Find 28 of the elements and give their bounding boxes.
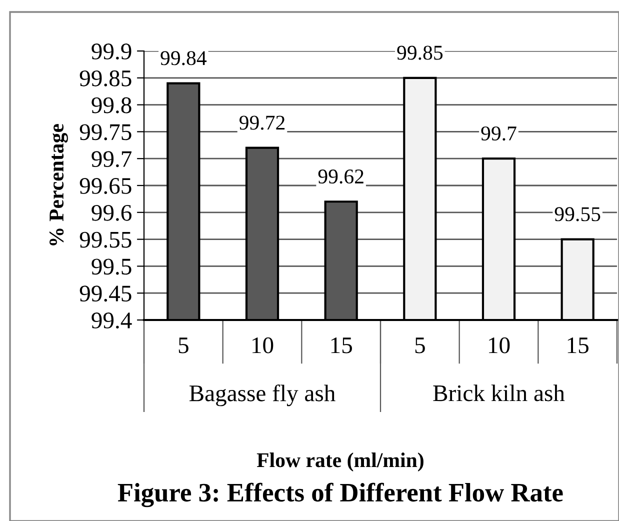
text: Brick kiln ash xyxy=(433,384,565,402)
y-tick-label: 99.65 xyxy=(80,178,132,194)
text: Flow rate (ml/min) xyxy=(256,452,424,472)
data-label: 99.55 xyxy=(554,207,600,222)
data-label: 99.62 xyxy=(318,170,364,184)
data-label: 99.84 xyxy=(160,51,207,66)
x-tick-label: 5 xyxy=(415,338,425,354)
x-tick-label: 15 xyxy=(568,337,588,354)
y-tick-label: 99.75 xyxy=(80,124,132,140)
x-tick-label: 10 xyxy=(489,337,510,354)
y-tick-label: 99.6 xyxy=(92,204,132,221)
x-tick-label: 10 xyxy=(252,337,274,354)
data-label: 99.85 xyxy=(397,46,443,60)
y-tick-label: 99.8 xyxy=(92,97,132,114)
data-label: 99.72 xyxy=(239,116,285,130)
x-tick-label: 15 xyxy=(331,337,352,354)
x-tick-label: 5 xyxy=(178,338,188,354)
y-tick-label: 99.55 xyxy=(80,232,132,248)
y-tick-label: 99.85 xyxy=(80,70,132,86)
y-tick-label: 99.45 xyxy=(80,286,132,302)
y-axis-title: % Percentage xyxy=(50,124,68,246)
text: Bagasse fly ash xyxy=(189,384,336,406)
y-tick-label: 99.9 xyxy=(92,44,132,60)
text: Figure 3: Effects of Different Flow Rate xyxy=(118,482,563,508)
y-tick-label: 99.4 xyxy=(92,312,132,329)
y-tick-label: 99.5 xyxy=(92,258,132,275)
y-tick-label: 99.7 xyxy=(92,151,132,168)
data-label: 99.7 xyxy=(481,126,516,141)
